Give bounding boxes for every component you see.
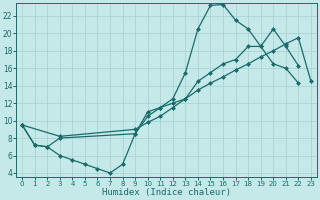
X-axis label: Humidex (Indice chaleur): Humidex (Indice chaleur): [102, 188, 231, 197]
